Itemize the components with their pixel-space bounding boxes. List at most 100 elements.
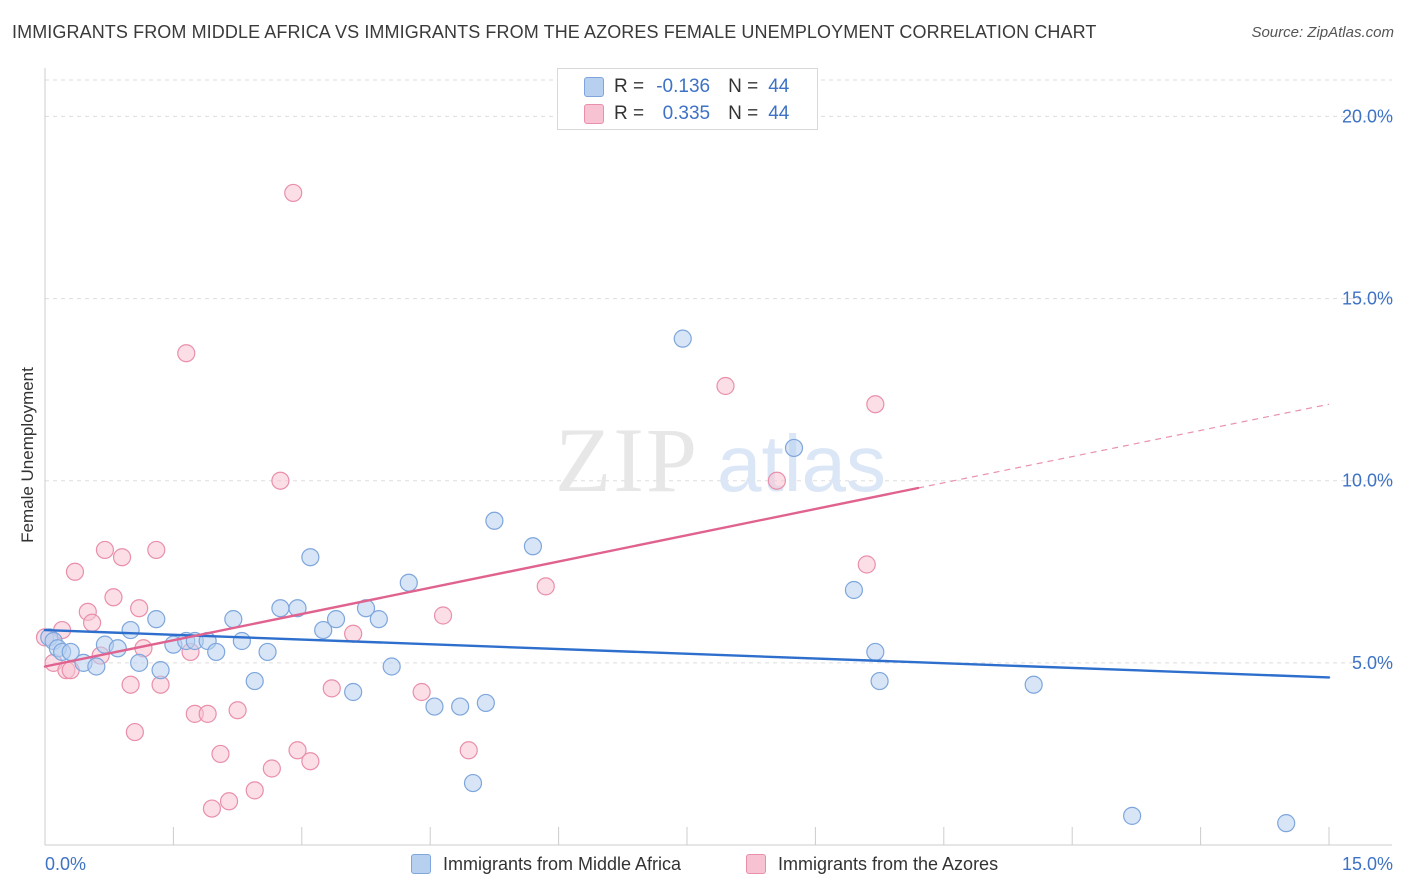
data-point: [121, 675, 140, 694]
data-point: [130, 599, 149, 618]
data-point: [284, 183, 303, 203]
legend-r-value: -0.136: [656, 76, 711, 97]
data-point: [65, 562, 85, 581]
legend-r-value: 0.335: [662, 103, 711, 124]
trend-line: [43, 486, 920, 668]
data-point: [228, 701, 247, 720]
data-point: [177, 344, 196, 363]
legend-row-azores: R = 0.335 N = 44: [584, 102, 789, 126]
data-point: [262, 759, 281, 778]
data-point: [87, 657, 106, 676]
data-point: [245, 671, 264, 691]
data-point: [82, 613, 102, 632]
data-point: [95, 540, 115, 560]
watermark: ZIP atlas: [555, 409, 886, 511]
data-point: [412, 682, 431, 702]
data-point: [301, 548, 320, 567]
trend-line: [43, 628, 1331, 679]
data-point: [288, 599, 307, 618]
data-point: [463, 773, 483, 793]
legend-row-middle-africa: R = -0.136 N = 44: [584, 75, 789, 99]
y-tick-label: 15.0%: [1342, 289, 1393, 309]
data-point: [151, 661, 170, 680]
bottom-legend-middle-africa: Immigrants from Middle Africa: [411, 852, 681, 876]
data-point: [147, 540, 166, 560]
data-point: [271, 599, 290, 618]
data-point: [1024, 675, 1043, 694]
data-point: [476, 693, 495, 713]
tick-labels: 5.0% 10.0% 15.0% 20.0% 0.0% 15.0%: [45, 106, 1393, 874]
y-tick-label: 20.0%: [1342, 106, 1393, 126]
data-point: [866, 642, 885, 662]
data-point: [784, 438, 804, 458]
data-point: [301, 752, 320, 771]
data-point: [870, 671, 889, 691]
data-point: [382, 657, 401, 676]
data-point: [232, 631, 251, 651]
data-point: [459, 741, 478, 760]
trend-lines: [43, 403, 1331, 679]
data-point: [224, 610, 243, 629]
data-point: [485, 511, 504, 530]
gridlines: [45, 79, 1392, 664]
legend-swatch-blue: [584, 77, 604, 97]
correlation-legend: R = -0.136 N = 44 R = 0.335 N = 44: [557, 68, 818, 130]
data-point: [104, 588, 123, 607]
data-point: [451, 697, 470, 716]
data-point: [130, 653, 149, 672]
chart-title: IMMIGRANTS FROM MIDDLE AFRICA VS IMMIGRA…: [12, 22, 1097, 42]
y-axis-title: Female Unemployment: [18, 367, 37, 543]
data-point: [271, 471, 290, 490]
data-point: [767, 471, 786, 490]
legend-n-value: 44: [768, 76, 790, 97]
data-point: [288, 741, 307, 760]
data-point: [198, 704, 217, 723]
data-point: [369, 610, 388, 629]
data-point: [344, 624, 363, 643]
data-point: [112, 548, 132, 567]
data-point: [258, 642, 277, 662]
x-tick-label: 0.0%: [45, 854, 86, 874]
chart-source: Source: ZipAtlas.com: [1251, 24, 1394, 41]
data-point: [433, 606, 453, 625]
legend-n-label: N =: [728, 76, 759, 97]
x-tick-label: 15.0%: [1342, 854, 1393, 874]
data-point: [673, 329, 692, 348]
legend-r-label: R =: [614, 76, 645, 97]
legend-n-value: 44: [768, 103, 790, 124]
data-point: [314, 620, 333, 640]
data-point: [425, 697, 444, 716]
y-tick-label: 10.0%: [1342, 471, 1393, 491]
data-point: [536, 577, 555, 596]
data-point: [207, 642, 226, 662]
data-point: [857, 555, 876, 574]
bottom-legend-swatch-pink: [746, 854, 766, 874]
bottom-legend-azores: Immigrants from the Azores: [746, 852, 998, 876]
series-middle-africa-points: [40, 329, 1296, 833]
y-tick-label: 5.0%: [1352, 653, 1393, 673]
bottom-legend-label: Immigrants from Middle Africa: [443, 853, 682, 874]
data-point: [147, 610, 166, 629]
legend-r-label: R =: [614, 103, 645, 124]
watermark-atlas: atlas: [717, 419, 886, 508]
data-point: [399, 573, 418, 592]
watermark-zip: ZIP: [555, 409, 699, 511]
data-point: [125, 722, 144, 742]
data-point: [1277, 814, 1296, 833]
trend-line-extension: [918, 403, 1330, 489]
data-point: [326, 610, 346, 629]
bottom-legend-label: Immigrants from the Azores: [778, 853, 999, 874]
data-point: [344, 682, 363, 702]
data-point: [716, 376, 735, 396]
data-point: [1123, 806, 1142, 825]
data-point: [211, 744, 230, 764]
legend-swatch-pink: [584, 104, 604, 124]
data-point: [219, 792, 239, 811]
data-point: [121, 620, 140, 640]
legend-n-label: N =: [728, 103, 759, 124]
data-point: [866, 395, 885, 414]
data-point: [844, 580, 864, 600]
data-point: [108, 639, 127, 658]
axes: [44, 68, 1392, 846]
